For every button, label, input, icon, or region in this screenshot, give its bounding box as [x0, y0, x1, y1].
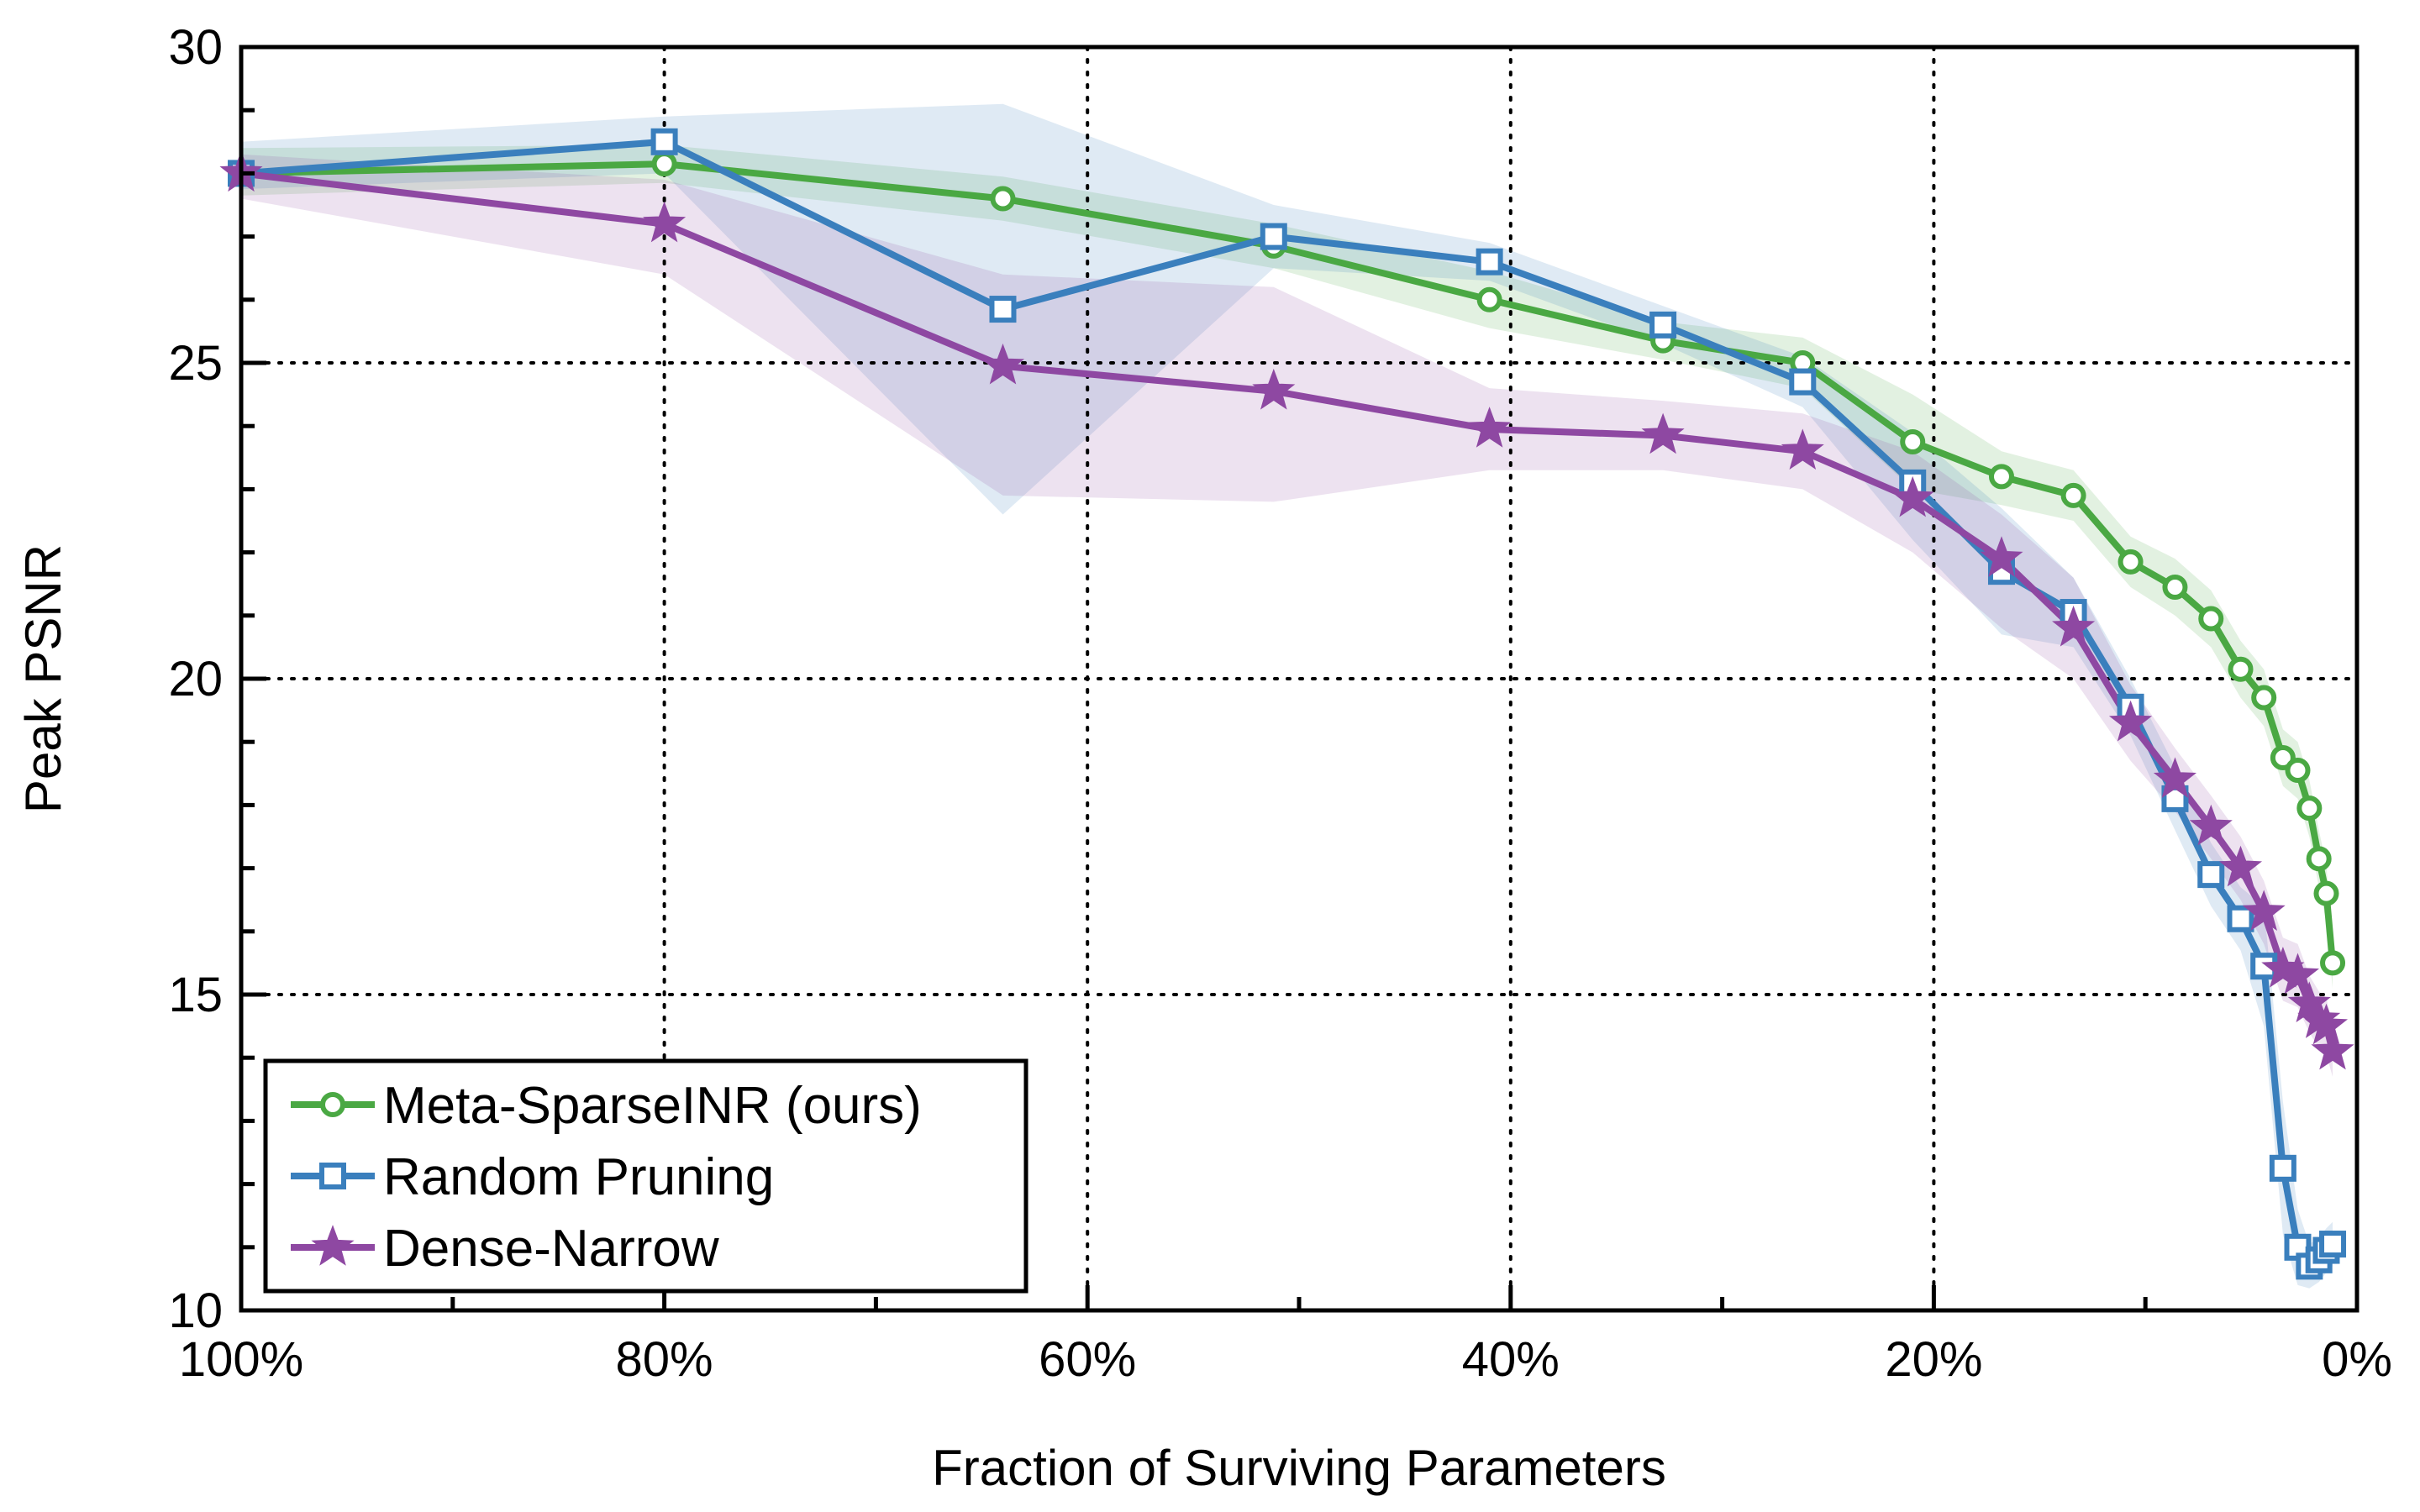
point-2-1	[643, 201, 687, 243]
point-1-15	[2269, 1154, 2296, 1182]
point-0-4	[1476, 286, 1502, 312]
x-axis-ticks: 100% 80% 60% 40% 20% 0%	[179, 1285, 2392, 1387]
y-axis-ticks: 10 15 20 25 30	[168, 20, 266, 1338]
point-1-6	[1789, 368, 1817, 396]
legend-box	[263, 1058, 1028, 1294]
point-0-17	[2296, 795, 2323, 822]
y-tick-label: 30	[168, 20, 223, 75]
point-1-3	[1260, 223, 1287, 250]
point-1-20	[2319, 1231, 2347, 1258]
point-2-12	[2189, 804, 2233, 846]
point-0-19	[2313, 880, 2339, 906]
point-2-14	[2242, 890, 2286, 932]
point-0-14	[2251, 685, 2277, 711]
point-2-11	[2153, 757, 2197, 799]
y-tick-label: 20	[168, 652, 223, 706]
point-1-13	[2227, 905, 2254, 932]
x-tick-label: 40%	[1462, 1332, 1560, 1387]
point-0-18	[2306, 846, 2332, 872]
point-0-1	[651, 151, 677, 177]
legend: Meta-SparseINR (ours) Random Pruning Dense…	[263, 1058, 1028, 1294]
x-tick-label: 100%	[179, 1332, 303, 1387]
y-tick-label: 25	[168, 336, 223, 391]
legend-label: Random Pruning	[383, 1148, 774, 1206]
point-2-16	[2275, 953, 2320, 995]
series-markers	[219, 128, 2354, 1280]
point-2-20	[2311, 1028, 2354, 1070]
point-2-13	[2218, 845, 2263, 887]
x-tick-label: 20%	[1885, 1332, 1982, 1387]
point-1-1	[650, 128, 678, 155]
point-0-7	[1900, 429, 1926, 454]
point-2-3	[1252, 368, 1296, 410]
x-tick-label: 60%	[1039, 1332, 1136, 1387]
x-axis-title: Fraction of Surviving Parameters	[932, 1440, 1666, 1496]
point-2-5	[1641, 412, 1685, 454]
point-1-2	[989, 296, 1017, 323]
band-2	[241, 154, 2333, 1077]
point-2-8	[1980, 536, 2023, 577]
point-0-13	[2228, 656, 2254, 682]
x-tick-label: 0%	[2322, 1332, 2392, 1387]
point-0-20	[2320, 950, 2346, 976]
grid-lines	[239, 45, 2359, 1312]
point-2-6	[1781, 428, 1824, 470]
y-tick-label: 15	[168, 968, 223, 1022]
point-0-16	[2285, 758, 2311, 784]
point-1-5	[1649, 311, 1677, 339]
point-2-10	[2108, 700, 2153, 742]
point-0-8	[1988, 464, 2014, 490]
point-2-19	[2304, 1003, 2349, 1045]
point-2-9	[2052, 605, 2096, 647]
point-0-10	[2118, 549, 2144, 575]
point-2-4	[1468, 407, 1512, 448]
point-0-9	[2060, 482, 2086, 508]
point-2-2	[981, 343, 1025, 385]
legend-marker	[319, 1163, 346, 1189]
point-0-2	[990, 186, 1016, 212]
point-2-7	[1891, 475, 1934, 517]
legend-entry-1: Random Pruning	[291, 1148, 774, 1206]
point-0-11	[2162, 574, 2188, 600]
point-1-12	[2197, 861, 2225, 889]
legend-entry-2: Dense-Narrow	[291, 1220, 719, 1278]
y-tick-label: 10	[168, 1284, 223, 1338]
x-tick-label: 80%	[616, 1332, 713, 1387]
legend-marker	[320, 1092, 345, 1117]
y-axis-title: Peak PSNR	[15, 544, 71, 813]
legend-marker	[311, 1225, 355, 1266]
legend-label: Dense-Narrow	[383, 1220, 719, 1278]
point-0-12	[2198, 606, 2224, 632]
band-1	[241, 103, 2333, 1289]
legend-entry-0: Meta-SparseINR (ours)	[291, 1077, 922, 1135]
legend-label: Meta-SparseINR (ours)	[383, 1077, 922, 1135]
point-1-4	[1476, 248, 1503, 276]
